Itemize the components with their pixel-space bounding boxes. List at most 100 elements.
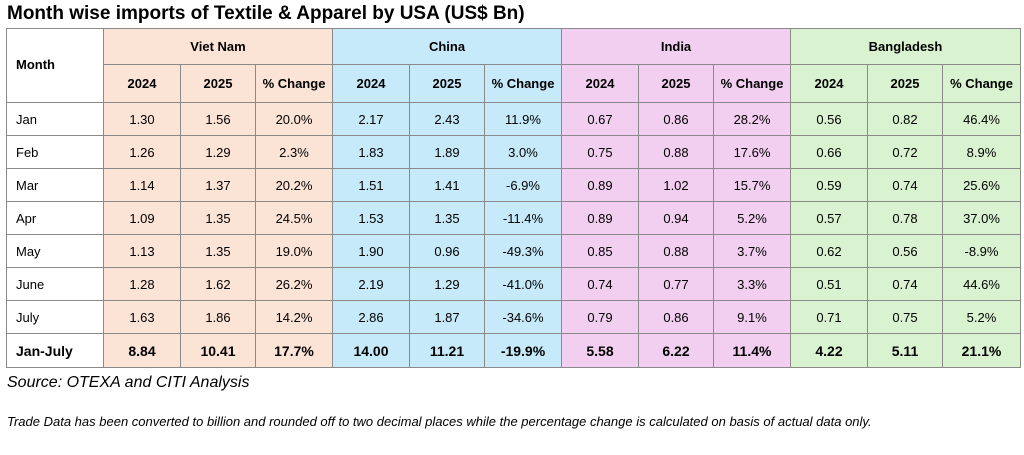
value-cell: 0.75 <box>867 300 943 334</box>
sub-header: 2024 <box>332 64 410 103</box>
sub-header: 2024 <box>790 64 868 103</box>
value-cell: 0.88 <box>638 135 714 169</box>
table-title: Month wise imports of Textile & Apparel … <box>7 3 525 24</box>
value-cell: 2.86 <box>332 300 410 334</box>
value-cell: 1.09 <box>103 201 181 235</box>
value-cell: 28.2% <box>713 102 791 136</box>
value-cell: 0.62 <box>790 234 868 268</box>
total-cell: 4.22 <box>790 333 868 368</box>
value-cell: 1.26 <box>103 135 181 169</box>
table-row: Apr 1.09 1.35 24.5% 1.53 1.35 -11.4% 0.89 0.94 5.… <box>6 201 1021 235</box>
value-cell: 37.0% <box>942 201 1021 235</box>
value-cell: 0.71 <box>790 300 868 334</box>
month-cell: Apr <box>6 201 104 235</box>
value-cell: 26.2% <box>255 267 333 301</box>
value-cell: 25.6% <box>942 168 1021 202</box>
table-row: Jan 1.30 1.56 20.0% 2.17 2.43 11.9% 0.67 0.86 28.… <box>6 102 1021 136</box>
source-text: Source: OTEXA and CITI Analysis <box>7 374 250 391</box>
total-cell: 5.11 <box>867 333 943 368</box>
value-cell: 0.66 <box>790 135 868 169</box>
month-cell: July <box>6 300 104 334</box>
table-row: Feb 1.26 1.29 2.3% 1.83 1.89 3.0% 0.75 0.88 17.6%… <box>6 135 1021 169</box>
sub-header: % Change <box>713 64 791 103</box>
value-cell: 0.94 <box>638 201 714 235</box>
value-cell: 20.2% <box>255 168 333 202</box>
value-cell: 0.78 <box>867 201 943 235</box>
country-header: Viet Nam <box>103 28 333 65</box>
value-cell: 1.56 <box>180 102 256 136</box>
total-cell: 10.41 <box>180 333 256 368</box>
table-row: Mar 1.14 1.37 20.2% 1.51 1.41 -6.9% 0.89 1.02 15.… <box>6 168 1021 202</box>
value-cell: 20.0% <box>255 102 333 136</box>
value-cell: 0.85 <box>561 234 639 268</box>
value-cell: 0.51 <box>790 267 868 301</box>
value-cell: -49.3% <box>484 234 562 268</box>
sub-header: % Change <box>942 64 1021 103</box>
value-cell: 2.19 <box>332 267 410 301</box>
header-row-countries: Month Viet Nam China India Bangladesh <box>6 28 1021 103</box>
value-cell: 1.35 <box>180 201 256 235</box>
country-header: Bangladesh <box>790 28 1021 65</box>
footnote: Trade Data has been converted to billion… <box>7 414 872 429</box>
month-cell: May <box>6 234 104 268</box>
imports-table: Month Viet Nam China India Bangladesh 2024 202… <box>6 28 1021 368</box>
value-cell: 0.96 <box>409 234 485 268</box>
value-cell: 2.17 <box>332 102 410 136</box>
table-row: May 1.13 1.35 19.0% 1.90 0.96 -49.3% 0.85 0.88 3.… <box>6 234 1021 268</box>
value-cell: 1.28 <box>103 267 181 301</box>
value-cell: 0.74 <box>561 267 639 301</box>
month-cell: Feb <box>6 135 104 169</box>
value-cell: 0.89 <box>561 168 639 202</box>
sub-header: 2024 <box>561 64 639 103</box>
value-cell: 15.7% <box>713 168 791 202</box>
value-cell: 0.59 <box>790 168 868 202</box>
value-cell: 9.1% <box>713 300 791 334</box>
value-cell: 1.87 <box>409 300 485 334</box>
value-cell: 0.86 <box>638 300 714 334</box>
value-cell: 1.53 <box>332 201 410 235</box>
value-cell: 8.9% <box>942 135 1021 169</box>
header-row-years: 2024 2025% Change 2024 2025% Change 2024 2025… <box>7 64 1021 103</box>
value-cell: 1.14 <box>103 168 181 202</box>
sub-header: % Change <box>484 64 562 103</box>
value-cell: 46.4% <box>942 102 1021 136</box>
value-cell: 1.35 <box>409 201 485 235</box>
total-row: Jan-July 8.84 10.41 17.7% 14.00 11.21 -19.9% 5.… <box>6 333 1021 368</box>
value-cell: 1.02 <box>638 168 714 202</box>
value-cell: 11.9% <box>484 102 562 136</box>
value-cell: 3.3% <box>713 267 791 301</box>
value-cell: 1.29 <box>409 267 485 301</box>
country-header: India <box>561 28 791 65</box>
value-cell: 2.43 <box>409 102 485 136</box>
sub-header: % Change <box>255 64 333 103</box>
value-cell: -41.0% <box>484 267 562 301</box>
value-cell: 44.6% <box>942 267 1021 301</box>
total-cell: 11.21 <box>409 333 485 368</box>
country-header: China <box>332 28 562 65</box>
value-cell: -34.6% <box>484 300 562 334</box>
value-cell: 5.2% <box>942 300 1021 334</box>
value-cell: 3.7% <box>713 234 791 268</box>
value-cell: 17.6% <box>713 135 791 169</box>
value-cell: 1.83 <box>332 135 410 169</box>
value-cell: -11.4% <box>484 201 562 235</box>
total-cell: 6.22 <box>638 333 714 368</box>
value-cell: 3.0% <box>484 135 562 169</box>
total-cell: 5.58 <box>561 333 639 368</box>
value-cell: 1.86 <box>180 300 256 334</box>
value-cell: 0.86 <box>638 102 714 136</box>
value-cell: 14.2% <box>255 300 333 334</box>
value-cell: 24.5% <box>255 201 333 235</box>
value-cell: 1.29 <box>180 135 256 169</box>
value-cell: 5.2% <box>713 201 791 235</box>
table-row: July 1.63 1.86 14.2% 2.86 1.87 -34.6% 0.79 0.86 9… <box>6 300 1021 334</box>
total-cell: 8.84 <box>103 333 181 368</box>
month-cell: June <box>6 267 104 301</box>
value-cell: 0.67 <box>561 102 639 136</box>
value-cell: 1.35 <box>180 234 256 268</box>
table-row: June 1.28 1.62 26.2% 2.19 1.29 -41.0% 0.74 0.77 3… <box>6 267 1021 301</box>
value-cell: 1.37 <box>180 168 256 202</box>
value-cell: 0.79 <box>561 300 639 334</box>
sub-header: 2025 <box>867 64 943 103</box>
total-cell: -19.9% <box>484 333 562 368</box>
